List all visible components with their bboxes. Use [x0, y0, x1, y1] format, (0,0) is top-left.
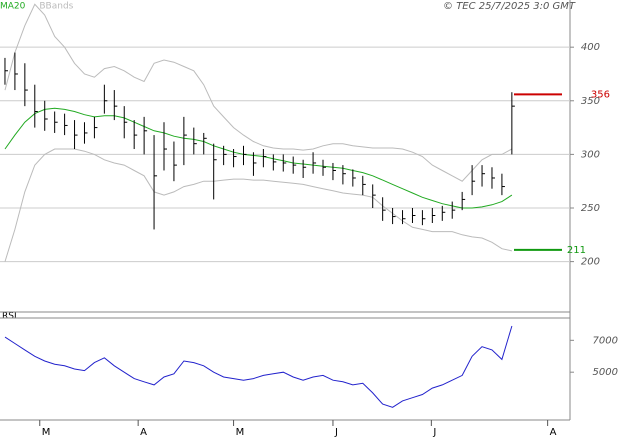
x-tick-label: M	[42, 427, 51, 438]
x-tick-label: J	[432, 427, 436, 438]
rsi-label: RSI	[2, 312, 17, 322]
y-tick-label: 250	[581, 203, 600, 214]
legend-entry: MA20	[0, 2, 26, 12]
legend-entry: BBands	[39, 2, 73, 12]
y-tick-label: 7000	[593, 335, 618, 346]
level-label: 356	[591, 89, 610, 100]
y-tick-label: 5000	[593, 367, 618, 378]
x-tick-label: M	[236, 427, 245, 438]
x-tick-label: J	[334, 427, 338, 438]
bband-lower	[4, 148, 513, 262]
y-tick-label: 300	[581, 149, 600, 160]
level-label: 211	[567, 245, 586, 256]
y-tick-label: 350	[581, 96, 600, 107]
y-tick-label: 200	[581, 257, 600, 268]
chart-title: © TEC 25/7/2025 3:0 GMT	[443, 1, 576, 12]
x-tick-label: A	[140, 427, 147, 438]
rsi-line	[4, 325, 513, 408]
ma20-line	[4, 107, 513, 209]
y-tick-label: 400	[581, 42, 600, 53]
x-tick-label: A	[550, 427, 557, 438]
bband-upper	[4, 3, 513, 182]
